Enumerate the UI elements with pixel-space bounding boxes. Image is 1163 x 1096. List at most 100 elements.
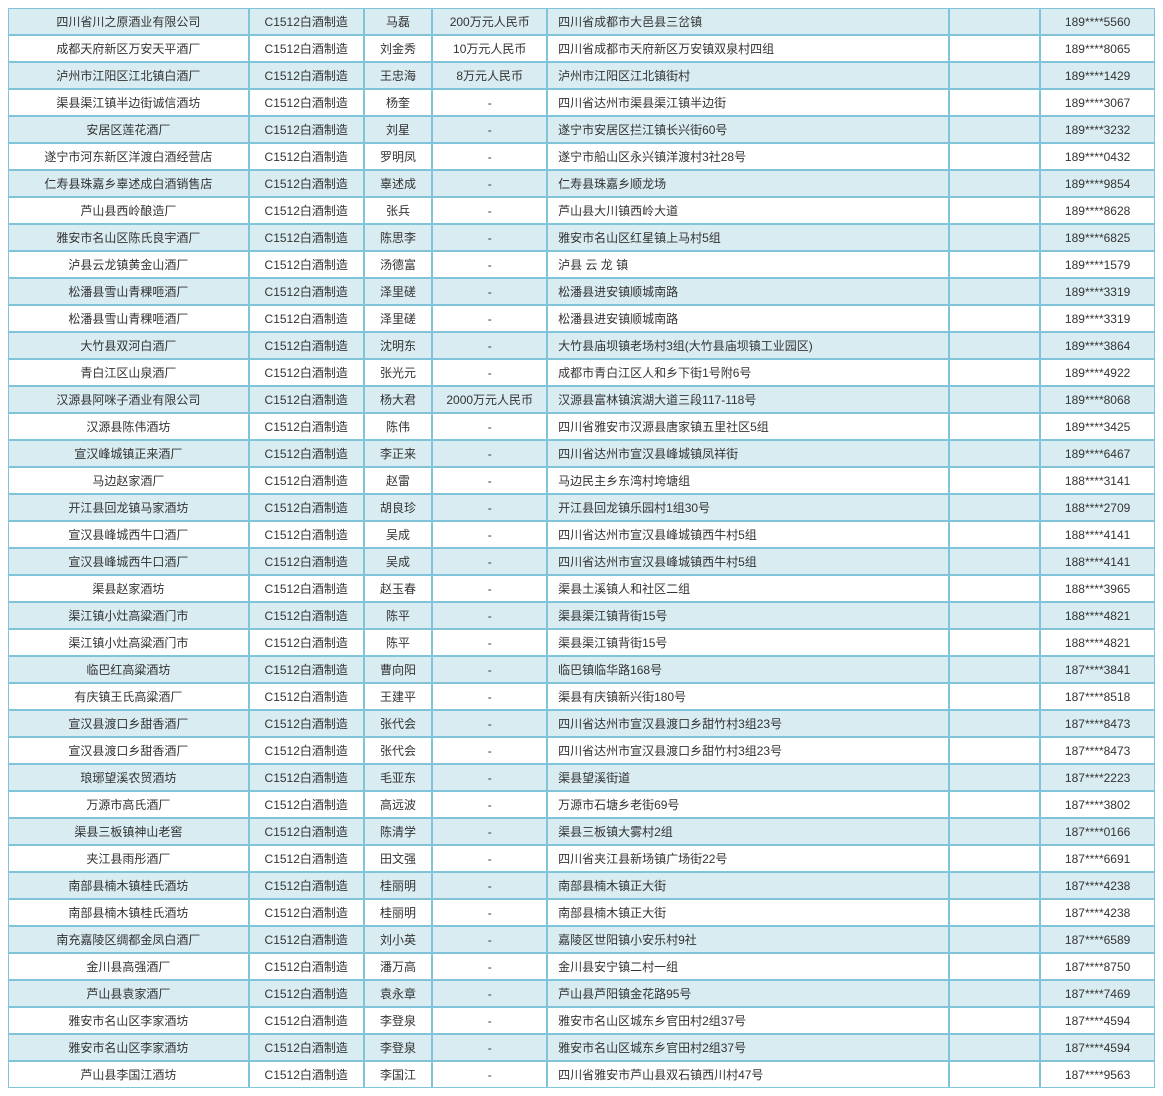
cell-person: 张代会 <box>364 710 433 737</box>
cell-capital: - <box>432 1007 547 1034</box>
cell-capital: - <box>432 332 547 359</box>
cell-company: 南部县楠木镇桂氏酒坊 <box>8 899 249 926</box>
cell-company: 渠江镇小灶高粱酒门市 <box>8 602 249 629</box>
cell-phone: 189****1579 <box>1040 251 1155 278</box>
cell-company: 宣汉县渡口乡甜香酒厂 <box>8 710 249 737</box>
cell-blank <box>949 1034 1041 1061</box>
table-row: 马边赵家酒厂C1512白酒制造赵雷-马边民主乡东湾村垮塘组188****3141 <box>8 467 1155 494</box>
table-row: 南部县楠木镇桂氏酒坊C1512白酒制造桂丽明-南部县楠木镇正大街187****4… <box>8 872 1155 899</box>
cell-address: 马边民主乡东湾村垮塘组 <box>547 467 948 494</box>
cell-capital: - <box>432 116 547 143</box>
cell-capital: - <box>432 899 547 926</box>
cell-company: 泸县云龙镇黄金山酒厂 <box>8 251 249 278</box>
cell-capital: - <box>432 1034 547 1061</box>
table-row: 宣汉峰城镇正来酒厂C1512白酒制造李正来-四川省达州市宣汉县峰城镇凤祥街189… <box>8 440 1155 467</box>
table-row: 松潘县雪山青稞咂酒厂C1512白酒制造泽里磋-松潘县进安镇顺城南路189****… <box>8 305 1155 332</box>
cell-phone: 189****3319 <box>1040 278 1155 305</box>
cell-person: 杨奎 <box>364 89 433 116</box>
cell-person: 曹向阳 <box>364 656 433 683</box>
cell-code: C1512白酒制造 <box>249 8 364 35</box>
cell-phone: 187****4594 <box>1040 1007 1155 1034</box>
cell-phone: 187****8750 <box>1040 953 1155 980</box>
table-row: 万源市高氏酒厂C1512白酒制造高远波-万源市石塘乡老街69号187****38… <box>8 791 1155 818</box>
table-row: 渠县三板镇神山老窖C1512白酒制造陈清学-渠县三板镇大雾村2组187****0… <box>8 818 1155 845</box>
cell-blank <box>949 764 1041 791</box>
cell-company: 临巴红高粱酒坊 <box>8 656 249 683</box>
cell-capital: - <box>432 737 547 764</box>
cell-address: 芦山县大川镇西岭大道 <box>547 197 948 224</box>
cell-phone: 189****5560 <box>1040 8 1155 35</box>
cell-company: 渠县赵家酒坊 <box>8 575 249 602</box>
cell-person: 陈平 <box>364 602 433 629</box>
cell-code: C1512白酒制造 <box>249 197 364 224</box>
cell-capital: - <box>432 980 547 1007</box>
cell-person: 杨大君 <box>364 386 433 413</box>
cell-blank <box>949 413 1041 440</box>
table-row: 宣汉县渡口乡甜香酒厂C1512白酒制造张代会-四川省达州市宣汉县渡口乡甜竹村3组… <box>8 710 1155 737</box>
cell-company: 松潘县雪山青稞咂酒厂 <box>8 278 249 305</box>
cell-phone: 187****4238 <box>1040 899 1155 926</box>
cell-address: 四川省达州市宣汉县峰城镇西牛村5组 <box>547 548 948 575</box>
cell-phone: 189****1429 <box>1040 62 1155 89</box>
cell-blank <box>949 710 1041 737</box>
cell-blank <box>949 494 1041 521</box>
cell-phone: 188****4141 <box>1040 548 1155 575</box>
cell-blank <box>949 305 1041 332</box>
cell-address: 渠县渠江镇背街15号 <box>547 629 948 656</box>
cell-blank <box>949 980 1041 1007</box>
table-row: 渠县渠江镇半边街诚信酒坊C1512白酒制造杨奎-四川省达州市渠县渠江镇半边街18… <box>8 89 1155 116</box>
cell-phone: 189****3864 <box>1040 332 1155 359</box>
cell-blank <box>949 521 1041 548</box>
cell-person: 张代会 <box>364 737 433 764</box>
table-row: 芦山县西岭酿造厂C1512白酒制造张兵-芦山县大川镇西岭大道189****862… <box>8 197 1155 224</box>
cell-capital: - <box>432 521 547 548</box>
table-row: 汉源县陈伟酒坊C1512白酒制造陈伟-四川省雅安市汉源县唐家镇五里社区5组189… <box>8 413 1155 440</box>
cell-person: 刘星 <box>364 116 433 143</box>
cell-capital: - <box>432 629 547 656</box>
cell-person: 马磊 <box>364 8 433 35</box>
cell-blank <box>949 440 1041 467</box>
cell-person: 桂丽明 <box>364 872 433 899</box>
cell-capital: - <box>432 818 547 845</box>
cell-phone: 187****4594 <box>1040 1034 1155 1061</box>
cell-company: 渠县渠江镇半边街诚信酒坊 <box>8 89 249 116</box>
cell-company: 松潘县雪山青稞咂酒厂 <box>8 305 249 332</box>
cell-phone: 189****8628 <box>1040 197 1155 224</box>
cell-code: C1512白酒制造 <box>249 656 364 683</box>
cell-blank <box>949 926 1041 953</box>
cell-phone: 188****3965 <box>1040 575 1155 602</box>
cell-address: 四川省雅安市汉源县唐家镇五里社区5组 <box>547 413 948 440</box>
cell-person: 泽里磋 <box>364 305 433 332</box>
cell-phone: 187****0166 <box>1040 818 1155 845</box>
cell-address: 芦山县芦阳镇金花路95号 <box>547 980 948 1007</box>
cell-capital: - <box>432 926 547 953</box>
cell-company: 泸州市江阳区江北镇白酒厂 <box>8 62 249 89</box>
cell-phone: 189****3067 <box>1040 89 1155 116</box>
cell-company: 成都天府新区万安天平酒厂 <box>8 35 249 62</box>
table-row: 松潘县雪山青稞咂酒厂C1512白酒制造泽里磋-松潘县进安镇顺城南路189****… <box>8 278 1155 305</box>
cell-person: 吴成 <box>364 521 433 548</box>
cell-address: 松潘县进安镇顺城南路 <box>547 305 948 332</box>
cell-company: 宣汉峰城镇正来酒厂 <box>8 440 249 467</box>
cell-person: 毛亚东 <box>364 764 433 791</box>
cell-blank <box>949 35 1041 62</box>
cell-blank <box>949 278 1041 305</box>
cell-code: C1512白酒制造 <box>249 386 364 413</box>
table-row: 四川省川之原酒业有限公司C1512白酒制造马磊200万元人民币四川省成都市大邑县… <box>8 8 1155 35</box>
cell-phone: 188****4821 <box>1040 602 1155 629</box>
cell-phone: 187****6691 <box>1040 845 1155 872</box>
cell-blank <box>949 89 1041 116</box>
cell-person: 李登泉 <box>364 1034 433 1061</box>
cell-phone: 189****3232 <box>1040 116 1155 143</box>
cell-phone: 188****3141 <box>1040 467 1155 494</box>
cell-phone: 187****2223 <box>1040 764 1155 791</box>
cell-blank <box>949 575 1041 602</box>
cell-code: C1512白酒制造 <box>249 575 364 602</box>
cell-blank <box>949 548 1041 575</box>
cell-phone: 188****4141 <box>1040 521 1155 548</box>
cell-person: 王建平 <box>364 683 433 710</box>
cell-company: 雅安市名山区李家酒坊 <box>8 1034 249 1061</box>
cell-address: 雅安市名山区红星镇上马村5组 <box>547 224 948 251</box>
cell-capital: - <box>432 143 547 170</box>
cell-code: C1512白酒制造 <box>249 521 364 548</box>
